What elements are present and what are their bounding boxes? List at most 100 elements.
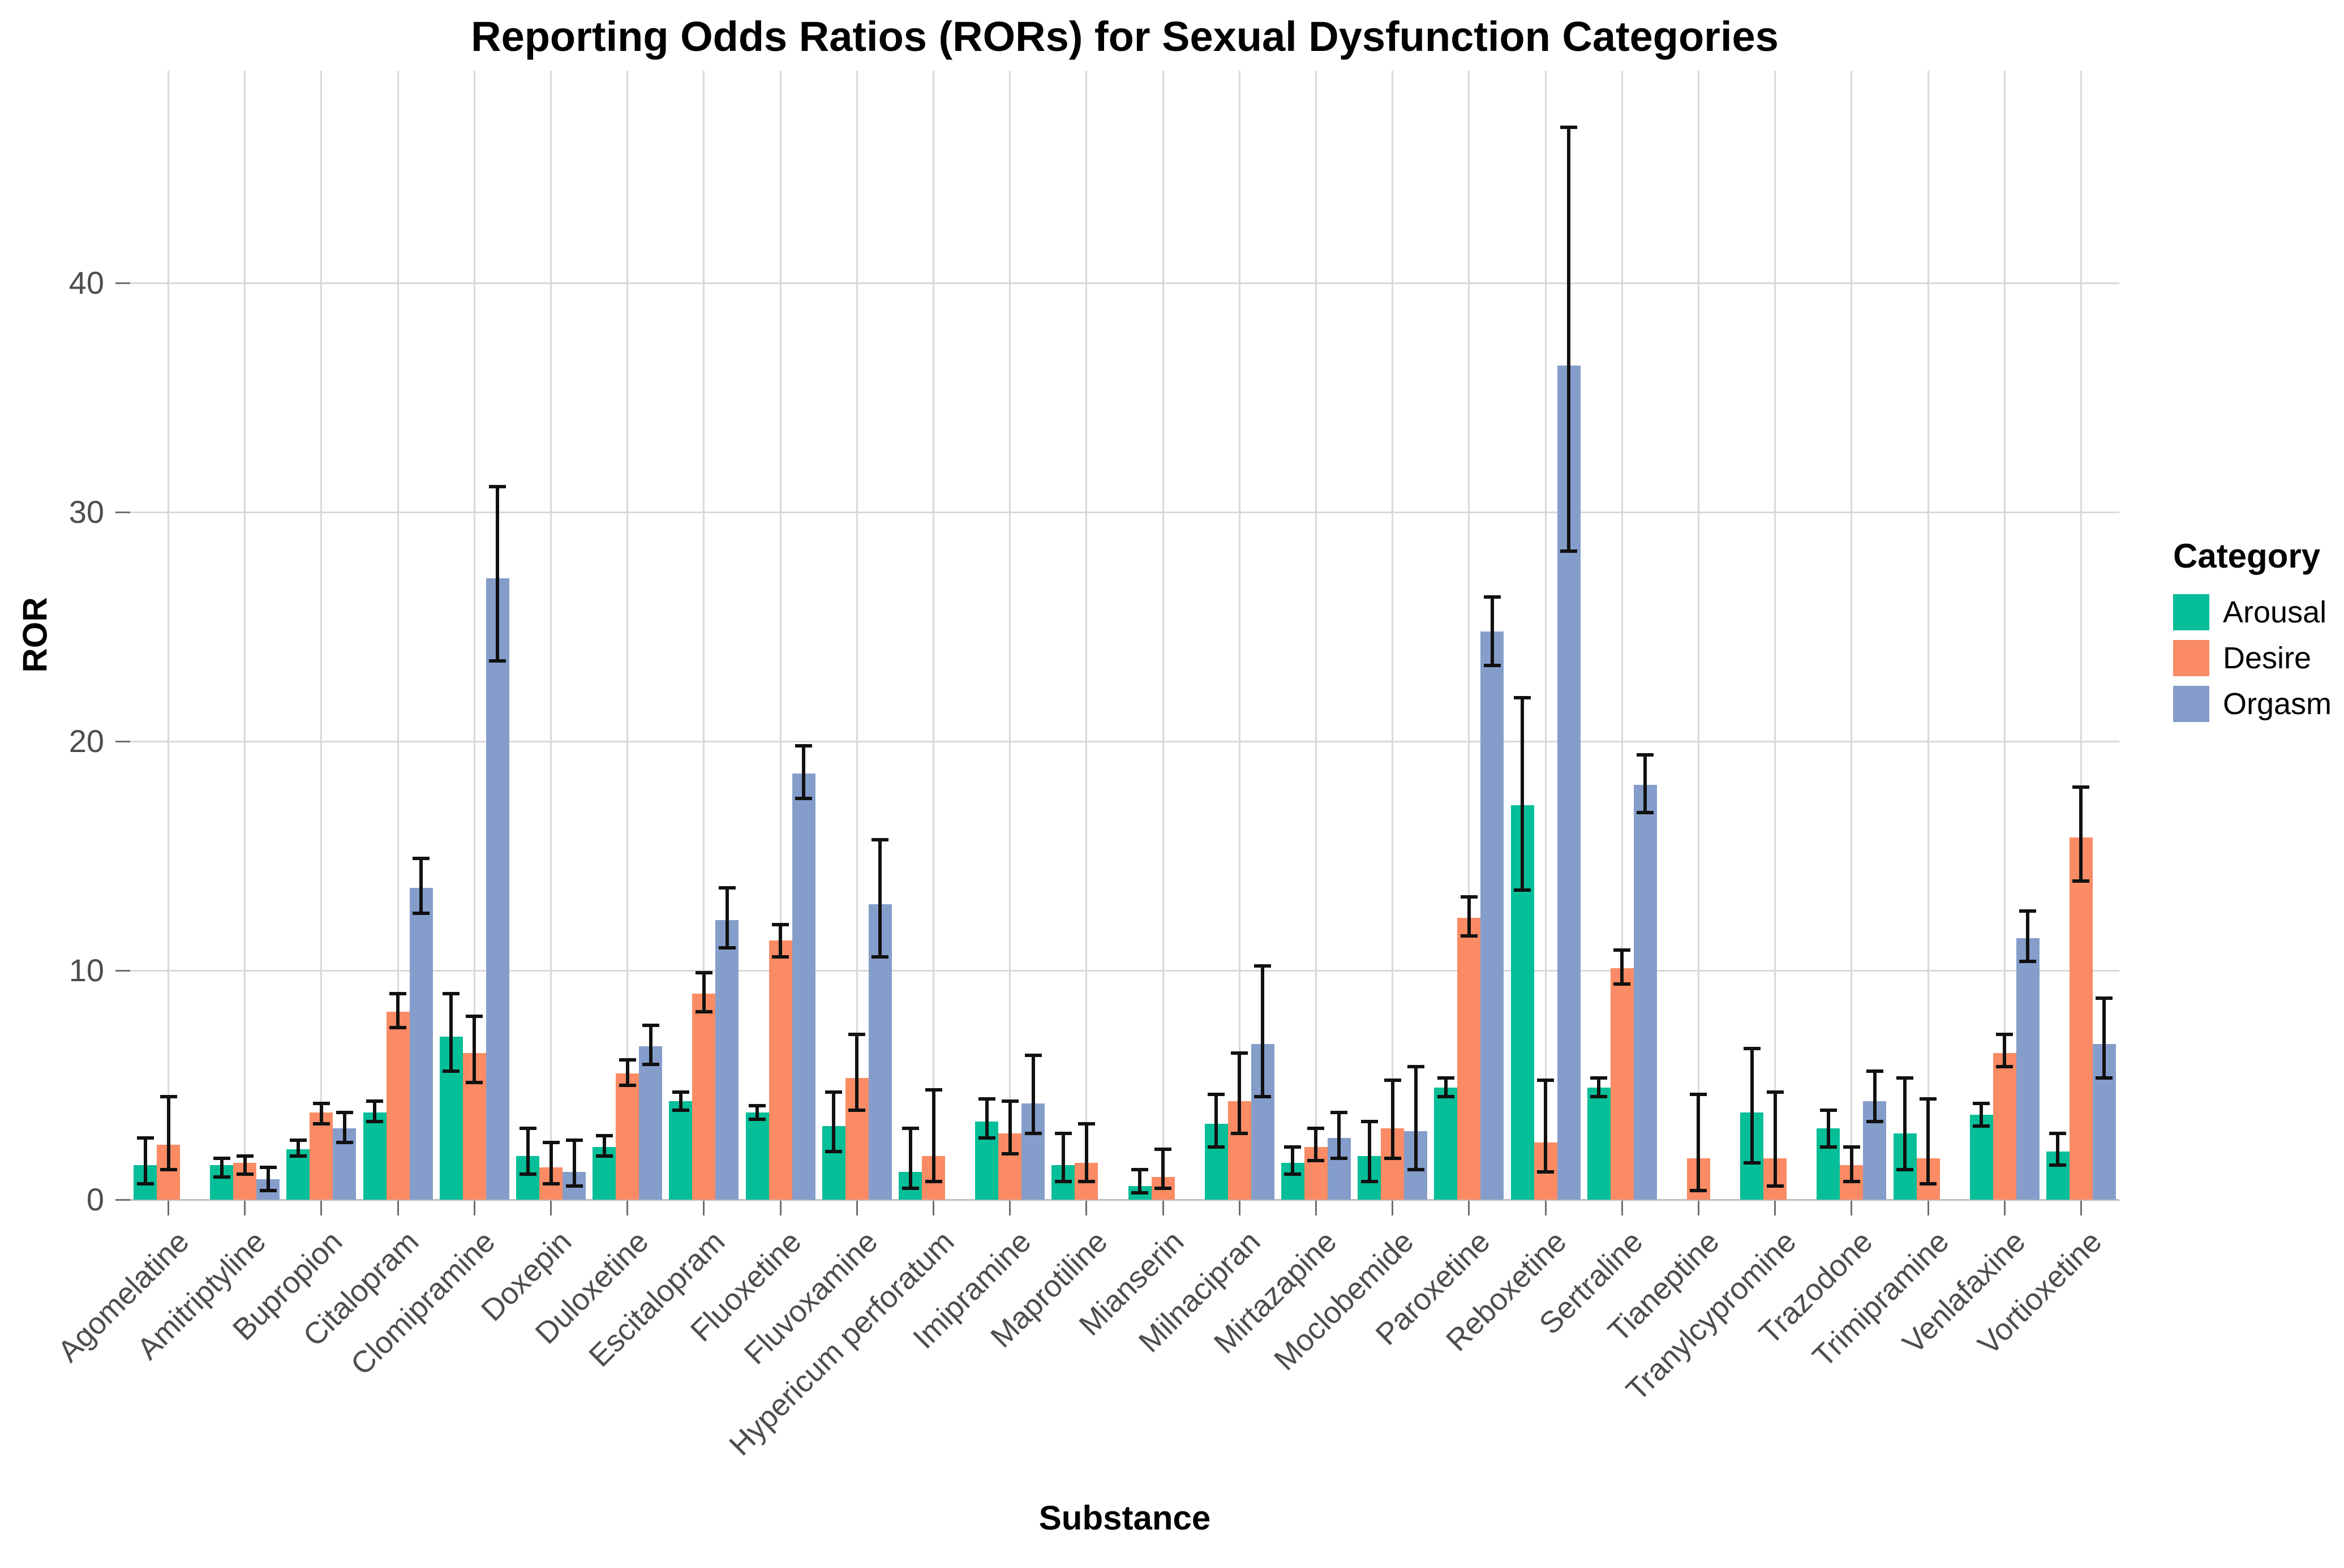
errorbar-clomipramine-arousal-cap-high [443, 991, 460, 995]
errorbar-venlafaxine-orgasm-cap-high [2019, 909, 2037, 913]
errorbar-vortioxetine-desire-cap-high [2072, 785, 2090, 789]
errorbar-trazodone-orgasm-cap-low [1866, 1120, 1883, 1124]
x-tick [779, 1201, 782, 1215]
x-tick [703, 1201, 705, 1215]
errorbar-milnacipran-desire-cap-high [1231, 1051, 1248, 1055]
errorbar-citalopram-desire-cap-high [389, 991, 407, 995]
errorbar-reboxetine-orgasm-cap-low [1560, 549, 1578, 553]
bar-escitalopram-desire [692, 993, 716, 1200]
gridline-x [1927, 71, 1929, 1200]
gridline-x [1315, 71, 1317, 1200]
errorbar-maprotiline-desire [1084, 1124, 1088, 1182]
errorbar-trazodone-arousal-cap-high [1819, 1109, 1837, 1112]
errorbar-tranylcypromine-arousal [1750, 1048, 1754, 1163]
errorbar-imipramine-arousal [985, 1098, 989, 1138]
errorbar-reboxetine-arousal-cap-low [1514, 888, 1531, 892]
errorbar-amitriptyline-orgasm [266, 1167, 270, 1191]
gridline-x [1392, 71, 1394, 1200]
x-tick [168, 1201, 170, 1215]
errorbar-agomelatine-arousal-cap-high [136, 1136, 154, 1140]
errorbar-bupropion-orgasm [342, 1112, 346, 1142]
x-tick [856, 1201, 858, 1215]
gridline-x [1468, 71, 1470, 1200]
bar-citalopram-arousal [363, 1112, 387, 1200]
errorbar-milnacipran-orgasm-cap-low [1254, 1094, 1272, 1098]
x-tick [1544, 1201, 1547, 1215]
errorbar-hypericum-perforatum-arousal [908, 1128, 912, 1188]
bar-sertraline-orgasm [1633, 784, 1657, 1200]
gridline-x [168, 71, 170, 1200]
errorbar-citalopram-arousal-cap-low [366, 1120, 384, 1124]
arousal-swatch [2173, 594, 2209, 630]
errorbar-escitalopram-arousal-cap-low [672, 1109, 689, 1112]
errorbar-fluvoxamine-arousal-cap-low [825, 1149, 843, 1153]
errorbar-fluoxetine-arousal [755, 1105, 759, 1120]
errorbar-mirtazapine-desire-cap-high [1307, 1127, 1325, 1131]
errorbar-reboxetine-desire-cap-high [1537, 1079, 1555, 1082]
x-tick [1009, 1201, 1011, 1215]
x-tick [2003, 1201, 2006, 1215]
errorbar-amitriptyline-desire-cap-low [236, 1172, 254, 1176]
errorbar-duloxetine-orgasm [649, 1025, 652, 1065]
errorbar-imipramine-desire-cap-high [1001, 1099, 1019, 1103]
y-tick-label: 0 [86, 1182, 104, 1217]
x-tick [626, 1201, 629, 1215]
errorbar-fluvoxamine-orgasm [878, 840, 882, 957]
errorbar-tianeptine-desire-cap-high [1690, 1092, 1707, 1096]
gridline-x [933, 71, 935, 1200]
x-tick [320, 1201, 323, 1215]
errorbar-doxepin-orgasm-cap-low [565, 1184, 583, 1188]
errorbar-moclobemide-arousal-cap-high [1360, 1120, 1378, 1124]
errorbar-reboxetine-orgasm [1567, 127, 1571, 551]
bar-duloxetine-orgasm [639, 1046, 663, 1200]
errorbar-moclobemide-arousal-cap-low [1360, 1179, 1378, 1183]
errorbar-amitriptyline-arousal [220, 1158, 224, 1177]
errorbar-vortioxetine-orgasm [2102, 998, 2106, 1079]
gridline-y-10 [130, 969, 2119, 972]
bar-sertraline-arousal [1587, 1087, 1611, 1200]
errorbar-reboxetine-orgasm-cap-high [1560, 125, 1578, 129]
errorbar-escitalopram-orgasm [725, 888, 729, 948]
errorbar-sertraline-desire-cap-high [1613, 948, 1631, 952]
bar-fluoxetine-arousal [745, 1112, 769, 1200]
errorbar-milnacipran-desire [1238, 1053, 1242, 1133]
errorbar-milnacipran-desire-cap-low [1231, 1131, 1248, 1135]
errorbar-venlafaxine-arousal [1980, 1103, 1984, 1127]
errorbar-paroxetine-arousal [1444, 1078, 1448, 1097]
errorbar-hypericum-perforatum-arousal-cap-high [901, 1127, 919, 1131]
errorbar-bupropion-arousal [296, 1140, 300, 1157]
errorbar-agomelatine-arousal [143, 1137, 147, 1184]
errorbar-reboxetine-arousal [1521, 698, 1525, 891]
errorbar-moclobemide-orgasm [1414, 1067, 1418, 1170]
errorbar-hypericum-perforatum-desire [931, 1089, 935, 1182]
orgasm-swatch [2173, 686, 2209, 722]
x-tick [2080, 1201, 2082, 1215]
errorbar-fluoxetine-arousal-cap-low [749, 1118, 766, 1122]
x-tick [1621, 1201, 1623, 1215]
errorbar-bupropion-arousal-cap-high [289, 1138, 307, 1142]
errorbar-moclobemide-arousal [1367, 1122, 1371, 1182]
bar-paroxetine-arousal [1434, 1087, 1458, 1200]
x-axis-title: Substance [1038, 1499, 1211, 1537]
gridline-x [473, 71, 475, 1200]
gridline-x [1851, 71, 1853, 1200]
errorbar-trimipramine-arousal-cap-high [1896, 1076, 1914, 1080]
errorbar-trimipramine-desire-cap-low [1920, 1182, 1937, 1185]
legend-title: Category [2173, 537, 2321, 575]
errorbar-tianeptine-desire-cap-low [1690, 1188, 1707, 1192]
errorbar-citalopram-orgasm [419, 858, 423, 913]
errorbar-sertraline-orgasm-cap-low [1637, 810, 1654, 814]
errorbar-bupropion-desire [319, 1103, 323, 1124]
errorbar-agomelatine-arousal-cap-low [136, 1182, 154, 1185]
gridline-x [2080, 71, 2082, 1200]
gridline-x [856, 71, 858, 1200]
gridline-y-30 [130, 511, 2119, 513]
y-tick-label: 30 [68, 494, 104, 530]
bar-sertraline-desire [1610, 968, 1634, 1200]
errorbar-agomelatine-desire-cap-low [160, 1168, 177, 1172]
bar-venlafaxine-desire [1993, 1053, 2016, 1200]
errorbar-doxepin-arousal [526, 1128, 530, 1175]
errorbar-fluoxetine-arousal-cap-high [749, 1103, 766, 1107]
errorbar-citalopram-orgasm-cap-low [413, 911, 430, 915]
